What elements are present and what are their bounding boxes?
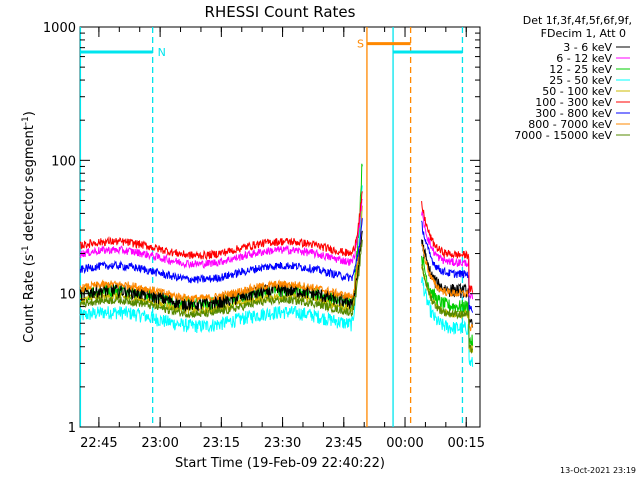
plot-area: NS <box>79 26 481 428</box>
flag-label: N <box>158 46 166 59</box>
x-tick-label: 00:15 <box>448 436 485 451</box>
y-axis-label: Count Rate (s-1 detector segment-1) <box>21 111 37 343</box>
y-axis: 1 10 100 1000 <box>43 21 480 436</box>
y-tick-label: 10 <box>59 288 76 303</box>
series-line <box>79 198 474 300</box>
chart-title: RHESSI Count Rates <box>205 3 356 21</box>
legend-header-line: FDecim 1, Att 0 <box>541 27 626 40</box>
series-line <box>79 218 474 313</box>
legend-label: 7000 - 15000 keV <box>514 129 612 142</box>
vertical-markers <box>79 27 464 427</box>
x-axis: 22:45 23:00 23:15 23:30 23:45 00:00 00:15 <box>80 27 485 451</box>
series-line <box>79 191 474 294</box>
timestamp: 13-Oct-2021 23:19 <box>560 466 636 475</box>
legend-label: 50 - 100 keV <box>542 85 612 98</box>
x-tick-label: 00:00 <box>386 436 423 451</box>
y-tick-label: 1 <box>68 421 76 436</box>
series-lines <box>79 163 474 367</box>
legend-label: 300 - 800 keV <box>535 107 612 120</box>
y-axis-label-sup: -1 <box>21 245 31 254</box>
legend-label: 25 - 50 keV <box>549 74 612 87</box>
series-line <box>79 216 474 332</box>
x-tick-label: 22:45 <box>80 436 117 451</box>
y-tick-label: 100 <box>51 154 76 169</box>
y-axis-label-part: Count Rate (s <box>22 254 37 343</box>
legend-header-line: Det 1f,3f,4f,5f,6f,9f, <box>523 14 632 27</box>
legend-label: 800 - 7000 keV <box>528 118 612 131</box>
y-tick-label: 1000 <box>43 21 76 36</box>
y-axis-label-part: detector segment <box>22 125 37 245</box>
x-tick-label: 23:00 <box>141 436 178 451</box>
x-tick-label: 23:30 <box>264 436 301 451</box>
flag-bars: NS <box>80 38 463 59</box>
series-line <box>79 205 474 353</box>
flag-label: S <box>357 38 364 51</box>
x-tick-label: 23:45 <box>325 436 362 451</box>
legend-label: 12 - 25 keV <box>549 63 612 76</box>
legend-label: 3 - 6 keV <box>563 41 612 54</box>
legend-label: 6 - 12 keV <box>556 52 612 65</box>
legend-label: 100 - 300 keV <box>535 96 612 109</box>
series-line <box>79 239 474 354</box>
legend: Det 1f,3f,4f,5f,6f,9f, FDecim 1, Att 0 3… <box>514 14 632 142</box>
y-axis-label-part: ) <box>22 111 37 116</box>
series-line <box>79 230 474 328</box>
x-axis-label: Start Time (19-Feb-09 22:40:22) <box>175 456 385 471</box>
x-tick-label: 23:15 <box>203 436 240 451</box>
plot-frame <box>79 26 481 428</box>
series-line <box>79 185 474 367</box>
y-axis-label-sup: -1 <box>21 116 31 125</box>
